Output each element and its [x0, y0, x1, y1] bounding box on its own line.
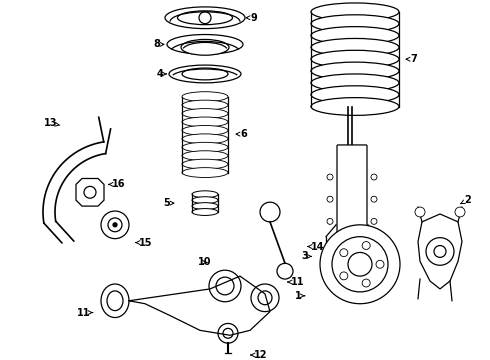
- Text: 13: 13: [44, 118, 60, 128]
- Text: 1: 1: [295, 291, 305, 301]
- Circle shape: [362, 242, 370, 249]
- Text: 3: 3: [301, 251, 311, 261]
- Ellipse shape: [182, 125, 228, 135]
- Text: 15: 15: [136, 238, 152, 248]
- Ellipse shape: [165, 7, 245, 28]
- Ellipse shape: [192, 191, 218, 198]
- Text: 8: 8: [153, 39, 164, 49]
- Circle shape: [277, 263, 293, 279]
- Ellipse shape: [311, 50, 399, 68]
- Ellipse shape: [182, 117, 228, 127]
- Ellipse shape: [182, 168, 228, 177]
- Text: 16: 16: [109, 179, 125, 189]
- Circle shape: [340, 272, 348, 280]
- Circle shape: [455, 207, 465, 217]
- Circle shape: [415, 207, 425, 217]
- Ellipse shape: [311, 62, 399, 80]
- Ellipse shape: [192, 208, 218, 216]
- Circle shape: [348, 252, 372, 276]
- FancyBboxPatch shape: [337, 145, 367, 236]
- Circle shape: [434, 246, 446, 257]
- Ellipse shape: [192, 203, 218, 210]
- Circle shape: [320, 225, 400, 304]
- Circle shape: [216, 277, 234, 295]
- Circle shape: [345, 251, 355, 261]
- Ellipse shape: [311, 15, 399, 32]
- Text: 4: 4: [156, 69, 166, 79]
- Text: 11: 11: [76, 307, 93, 318]
- Polygon shape: [76, 179, 104, 206]
- Circle shape: [260, 202, 280, 222]
- Circle shape: [113, 223, 117, 227]
- Circle shape: [340, 249, 348, 257]
- Ellipse shape: [181, 40, 229, 55]
- Ellipse shape: [182, 142, 228, 152]
- Ellipse shape: [107, 291, 123, 311]
- Ellipse shape: [311, 74, 399, 92]
- Circle shape: [371, 174, 377, 180]
- Ellipse shape: [311, 86, 399, 104]
- Circle shape: [371, 219, 377, 224]
- Circle shape: [327, 219, 333, 224]
- Polygon shape: [418, 214, 462, 289]
- Ellipse shape: [311, 39, 399, 56]
- Text: 6: 6: [236, 129, 247, 139]
- Circle shape: [209, 270, 241, 302]
- Text: 10: 10: [197, 257, 211, 267]
- Circle shape: [327, 174, 333, 180]
- Text: 9: 9: [246, 13, 257, 23]
- Ellipse shape: [192, 197, 218, 204]
- Text: 14: 14: [308, 242, 324, 252]
- Ellipse shape: [311, 27, 399, 44]
- Ellipse shape: [167, 35, 243, 54]
- Text: 11: 11: [288, 277, 304, 287]
- Circle shape: [101, 211, 129, 239]
- Text: 5: 5: [163, 198, 174, 208]
- Ellipse shape: [182, 92, 228, 102]
- Ellipse shape: [182, 109, 228, 118]
- Ellipse shape: [101, 284, 129, 318]
- Polygon shape: [129, 276, 270, 335]
- Circle shape: [327, 196, 333, 202]
- Circle shape: [218, 323, 238, 343]
- Ellipse shape: [182, 68, 228, 80]
- Text: 7: 7: [406, 54, 417, 64]
- Circle shape: [332, 237, 388, 292]
- Circle shape: [251, 284, 279, 312]
- Circle shape: [199, 12, 211, 24]
- Circle shape: [362, 279, 370, 287]
- Ellipse shape: [169, 65, 241, 83]
- Ellipse shape: [182, 100, 228, 110]
- Ellipse shape: [311, 98, 399, 115]
- Ellipse shape: [182, 159, 228, 169]
- Ellipse shape: [182, 134, 228, 144]
- Text: 2: 2: [461, 195, 471, 205]
- Circle shape: [371, 196, 377, 202]
- Circle shape: [426, 238, 454, 265]
- Circle shape: [108, 218, 122, 232]
- Circle shape: [223, 328, 233, 338]
- Text: 12: 12: [251, 350, 268, 360]
- Circle shape: [376, 260, 384, 268]
- Ellipse shape: [311, 3, 399, 21]
- Ellipse shape: [177, 11, 232, 24]
- Circle shape: [84, 186, 96, 198]
- Circle shape: [258, 291, 272, 305]
- Ellipse shape: [182, 151, 228, 161]
